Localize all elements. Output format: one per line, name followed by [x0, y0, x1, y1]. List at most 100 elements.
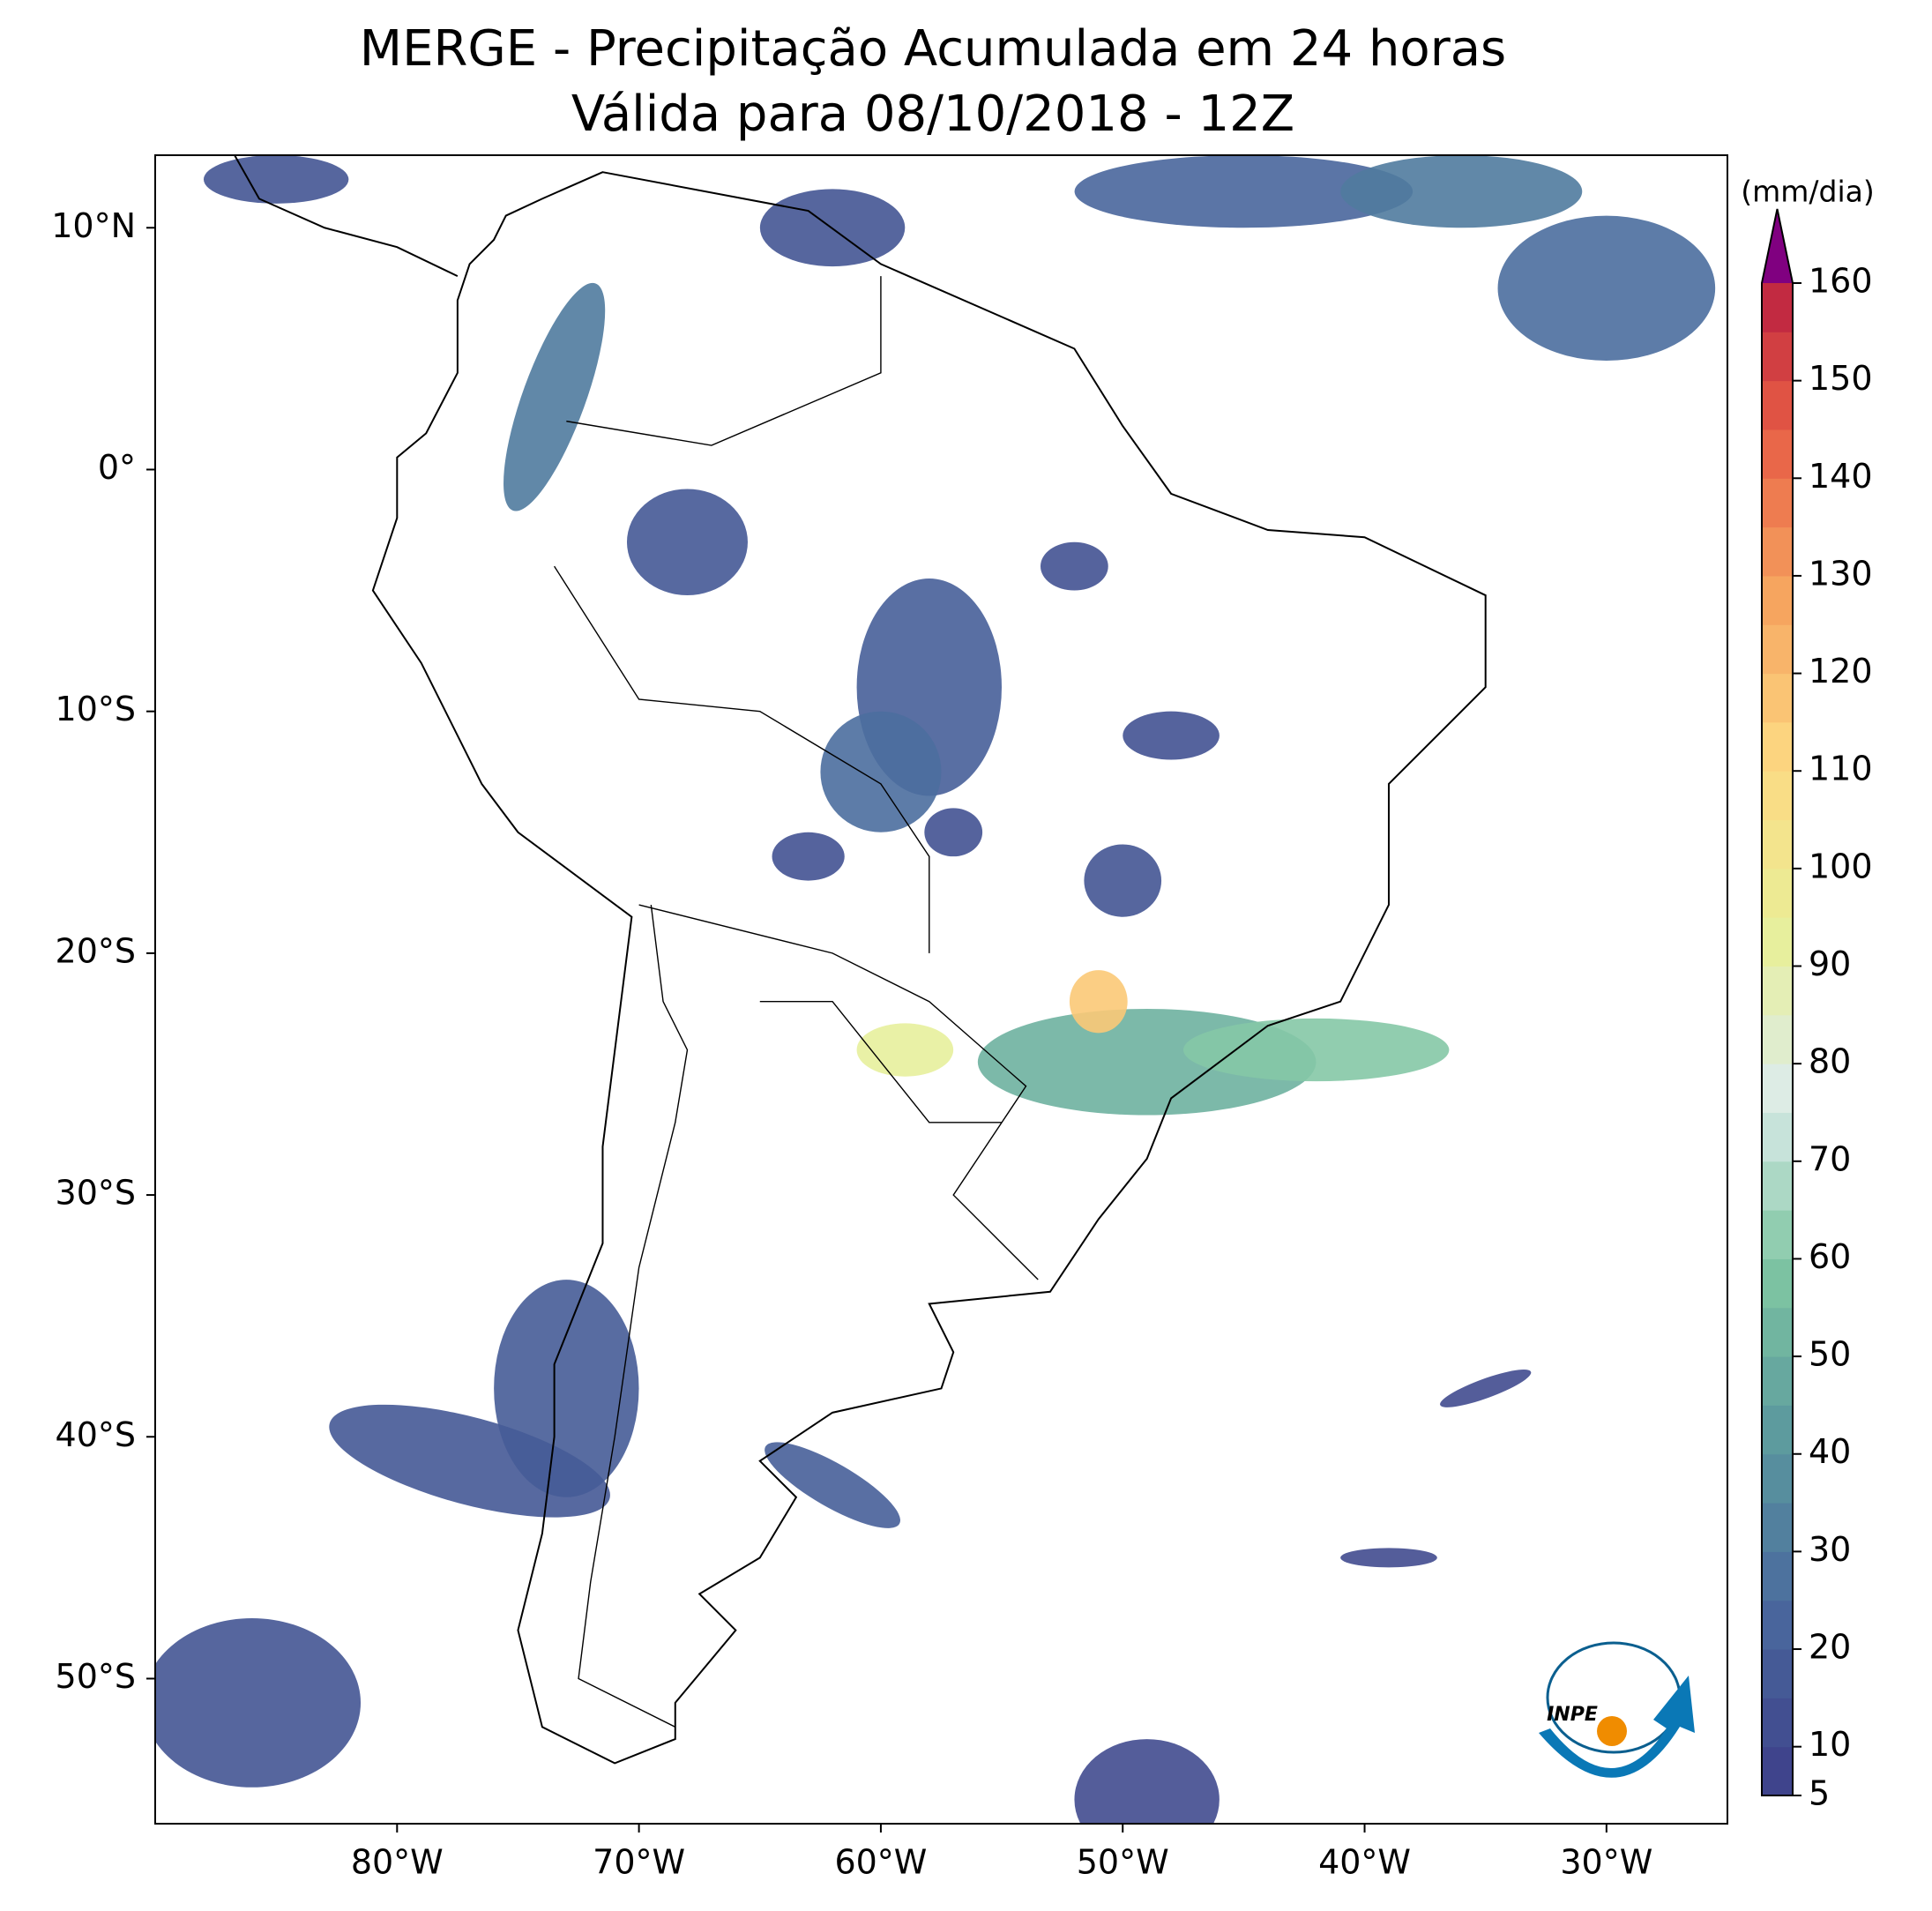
colorbar-band	[1762, 1161, 1793, 1211]
colorbar-tick-label: 110	[1809, 750, 1873, 788]
colorbar-tick-label: 80	[1809, 1042, 1851, 1081]
logo: INPE	[1539, 1641, 1695, 1778]
precip-area	[924, 808, 983, 857]
logo-arrow	[1539, 1676, 1695, 1778]
colorbar-label: (mm/dia)	[1741, 175, 1875, 209]
x-tick-label: 60°W	[834, 1843, 927, 1882]
x-tick-label: 50°W	[1077, 1843, 1169, 1882]
colorbar-band	[1762, 1307, 1793, 1357]
precip-area	[504, 282, 606, 511]
colorbar-tick-label: 90	[1809, 944, 1851, 983]
precip-area	[626, 489, 748, 596]
logo-text: INPE	[1547, 1704, 1598, 1726]
colorbar-band	[1762, 429, 1793, 479]
precip-area	[820, 711, 942, 832]
x-tick-label: 30°W	[1560, 1843, 1652, 1882]
colorbar-tick-label: 100	[1809, 847, 1873, 885]
colorbar-tick-label: 40	[1809, 1432, 1851, 1471]
colorbar-tick-label: 60	[1809, 1237, 1851, 1276]
colorbar-tick-label: 5	[1809, 1774, 1830, 1813]
y-tick-label: 50°S	[56, 1657, 136, 1696]
precip-area	[1074, 155, 1414, 228]
precip-area	[1340, 1548, 1437, 1568]
colorbar-band	[1762, 1698, 1793, 1748]
precip-area	[1084, 844, 1162, 917]
precip-area	[1340, 155, 1583, 228]
y-tick-label: 20°S	[56, 931, 136, 970]
colorbar-tick-label: 130	[1809, 554, 1873, 593]
colorbar-band	[1762, 917, 1793, 967]
colorbar-band	[1762, 1014, 1793, 1064]
precip-area	[1123, 711, 1220, 760]
x-tick-label: 80°W	[351, 1843, 444, 1882]
y-tick-label: 40°S	[56, 1415, 136, 1454]
colorbar-band	[1762, 1649, 1793, 1698]
y-tick-label: 10°S	[56, 690, 136, 728]
colorbar-tick-label: 140	[1809, 457, 1873, 496]
colorbar-band	[1762, 1503, 1793, 1552]
colorbar-tick-label: 20	[1809, 1628, 1851, 1667]
colorbar-band	[1762, 673, 1793, 723]
subtitle: Válida para 08/10/2018 - 12Z	[571, 86, 1294, 143]
precip-area	[1497, 215, 1716, 362]
precip-area	[1440, 1370, 1532, 1407]
colorbar-tick-label: 50	[1809, 1335, 1851, 1374]
border	[566, 276, 882, 446]
colorbar-band	[1762, 380, 1793, 430]
coastline	[371, 171, 1487, 1765]
colorbar-band	[1762, 1453, 1793, 1504]
colorbar-band	[1762, 1210, 1793, 1259]
border	[759, 1001, 1003, 1123]
colorbar-band	[1762, 721, 1793, 772]
precip-area	[1074, 1739, 1220, 1824]
y-tick-label: 0°	[98, 448, 136, 487]
colorbar-band	[1762, 1746, 1793, 1796]
colorbar-tick-label: 160	[1809, 262, 1873, 301]
colorbar-frame	[1761, 208, 1794, 1796]
coastline	[233, 155, 459, 278]
map-layer	[155, 155, 1716, 1824]
colorbar-band	[1762, 868, 1793, 918]
border	[638, 904, 1039, 1280]
colorbar-band	[1762, 526, 1793, 577]
colorbar-band	[1762, 1258, 1793, 1309]
precip-area	[1069, 970, 1128, 1034]
precip-area	[155, 1618, 361, 1788]
colorbar-band	[1762, 1600, 1793, 1650]
colorbar-band	[1762, 819, 1793, 870]
colorbar-tick-label: 70	[1809, 1139, 1851, 1178]
colorbar-band	[1762, 966, 1793, 1016]
colorbar-band	[1762, 283, 1793, 332]
map-frame	[154, 154, 1728, 1825]
colorbar-band	[1762, 624, 1793, 675]
precip-area	[765, 1442, 900, 1528]
title: MERGE - Precipitação Acumulada em 24 hor…	[360, 20, 1506, 78]
colorbar-extend	[1762, 209, 1793, 283]
y-tick-label: 30°S	[56, 1174, 136, 1213]
colorbar-band	[1762, 1112, 1793, 1162]
precip-area	[856, 1023, 954, 1077]
border	[554, 565, 930, 953]
colorbar-tick-label: 120	[1809, 652, 1873, 690]
precip-area	[772, 832, 845, 881]
colorbar-band	[1762, 1356, 1793, 1406]
border	[578, 904, 689, 1728]
colorbar-band	[1762, 1551, 1793, 1601]
colorbar-band	[1762, 1064, 1793, 1113]
colorbar-tick-label: 30	[1809, 1530, 1851, 1569]
colorbar-tick-label: 150	[1809, 359, 1873, 398]
logo-dot	[1597, 1716, 1627, 1746]
colorbar-band	[1762, 1405, 1793, 1455]
colorbar-band	[1762, 771, 1793, 821]
y-tick-label: 10°N	[51, 206, 136, 245]
colorbar-band	[1762, 332, 1793, 382]
colorbar-band	[1762, 575, 1793, 625]
x-tick-label: 70°W	[593, 1843, 685, 1882]
precip-area	[203, 155, 349, 204]
precip-area	[1182, 1018, 1450, 1082]
colorbar-tick-label: 10	[1809, 1725, 1851, 1764]
colorbar-band	[1762, 478, 1793, 528]
precip-area	[1041, 541, 1108, 591]
precip-area	[494, 1280, 639, 1497]
